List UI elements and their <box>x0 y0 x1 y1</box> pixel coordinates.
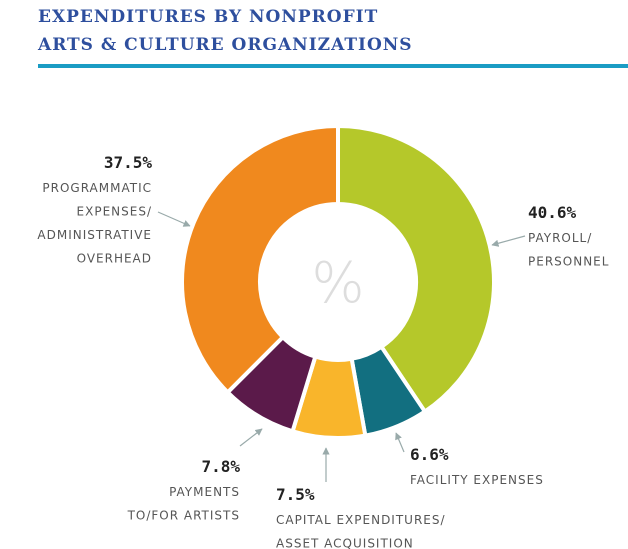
category-label: ADMINISTRATIVE <box>37 228 152 242</box>
category-label: FACILITY EXPENSES <box>410 473 544 487</box>
value-label: 7.8% <box>201 457 240 476</box>
category-label: TO/FOR ARTISTS <box>127 509 240 523</box>
category-label: EXPENSES/ <box>77 205 152 219</box>
category-label: CAPITAL EXPENDITURES/ <box>276 513 446 527</box>
arrow <box>157 211 191 227</box>
chart-title: EXPENDITURES BY NONPROFIT <box>38 7 378 27</box>
arrows <box>157 211 526 482</box>
arrow <box>239 428 263 447</box>
center-label: % <box>311 251 364 316</box>
value-label: 37.5% <box>104 153 153 172</box>
value-label: 6.6% <box>410 445 449 464</box>
category-label: PERSONNEL <box>528 255 609 269</box>
value-label: 7.5% <box>276 485 315 504</box>
category-label: ASSET ACQUISITION <box>276 537 414 549</box>
arrow <box>491 235 526 247</box>
category-label: PAYROLL/ <box>528 231 592 245</box>
chart-title: ARTS & CULTURE ORGANIZATIONS <box>37 35 413 55</box>
category-label: PAYMENTS <box>169 485 240 499</box>
value-label: 40.6% <box>528 203 577 222</box>
donut-slice <box>180 123 340 396</box>
category-label: OVERHEAD <box>77 252 152 266</box>
arrow <box>395 432 405 453</box>
category-label: PROGRAMMATIC <box>42 181 152 195</box>
title-rule <box>38 64 628 68</box>
donut-slice <box>336 123 496 415</box>
